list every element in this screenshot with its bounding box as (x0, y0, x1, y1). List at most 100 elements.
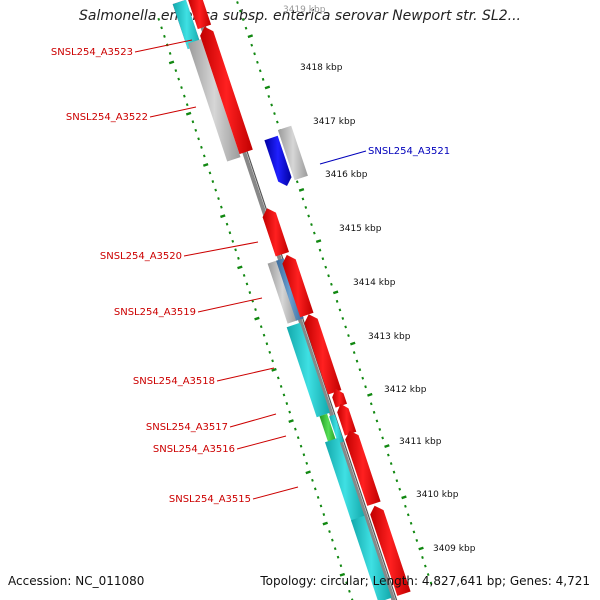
feature-red-top[interactable] (188, 0, 212, 30)
tick-mark (197, 137, 200, 141)
tick-mark (339, 564, 343, 568)
kbp-tick-label: 3409 kbp (433, 544, 476, 554)
tick-mark (304, 205, 308, 209)
gene-label[interactable]: SNSL254_A3519 (114, 307, 196, 318)
tick-mark (355, 359, 359, 363)
feature-cyan-3517[interactable] (329, 414, 344, 444)
gene-label[interactable]: SNSL254_A3516 (153, 444, 235, 455)
tick-mark (231, 239, 235, 243)
gene-label[interactable]: SNSL254_A3523 (51, 47, 133, 58)
tick-mark (259, 325, 263, 329)
kbp-tick-label: 3416 kbp (325, 170, 368, 180)
tick-mark (398, 487, 402, 491)
tick-mark (333, 547, 337, 551)
tick-mark (253, 52, 256, 56)
feature-cyan-top[interactable] (172, 0, 201, 50)
feature-red-3522[interactable] (200, 26, 253, 155)
feature-red-3520[interactable] (262, 208, 289, 257)
gene-label[interactable]: SNSL254_A3522 (66, 112, 148, 123)
tick-mark (273, 112, 276, 115)
tick-mark (335, 299, 339, 303)
feature-red-3517b[interactable] (332, 388, 347, 408)
tick-mark (372, 410, 376, 414)
tick-mark (248, 291, 252, 294)
tick-mark (418, 546, 424, 551)
tick-mark (268, 350, 272, 354)
tick-mark (321, 257, 325, 261)
tick-mark (409, 521, 413, 525)
tick-mark (185, 103, 189, 107)
feature-gray-3521[interactable] (277, 125, 308, 181)
tick-mark (200, 145, 203, 149)
feature-red-3518b[interactable] (304, 314, 342, 395)
tick-mark (234, 248, 237, 252)
kbp-tick-label: 3418 kbp (300, 63, 343, 73)
tick-mark (285, 402, 289, 405)
tick-mark (395, 479, 399, 483)
kbp-tick-label: 3415 kbp (339, 224, 382, 234)
tick-mark (307, 214, 310, 218)
gene-label[interactable]: SNSL254_A3517 (146, 422, 228, 433)
gene-leader-line (183, 241, 259, 257)
tick-mark (244, 26, 248, 30)
tick-mark (318, 248, 322, 252)
tick-mark (276, 120, 279, 124)
tick-mark (378, 427, 382, 431)
feature-red-3515b[interactable] (345, 430, 381, 506)
feature-blue-3521[interactable] (264, 135, 292, 186)
gene-leader-line (236, 435, 287, 450)
gene-label[interactable]: SNSL254_A3521 (368, 146, 450, 157)
outer-tick-ring (236, 1, 433, 585)
feature-red-3516b[interactable] (337, 403, 357, 436)
gene-leader-line (149, 106, 197, 118)
tick-mark (288, 419, 294, 423)
tick-mark (261, 77, 265, 81)
tick-mark (327, 274, 330, 278)
tick-mark (174, 69, 178, 72)
feature-cyan-3515[interactable] (325, 437, 365, 523)
tick-mark (288, 410, 291, 414)
tick-mark (341, 316, 345, 320)
kbp-tick-label: 3413 kbp (368, 332, 411, 342)
tick-mark (271, 367, 277, 372)
tick-mark (296, 436, 300, 440)
feature-cyan-bottom[interactable] (351, 515, 392, 600)
gene-labels: SNSL254_A3523 SNSL254_A3522 SNSL254_A3521 S… (51, 47, 450, 505)
tick-mark (415, 538, 419, 542)
tick-mark (225, 222, 229, 226)
feature-green-3517[interactable] (319, 413, 338, 447)
tick-mark (276, 376, 280, 380)
gene-label[interactable]: SNSL254_A3518 (133, 376, 215, 387)
gene-leader-line (134, 39, 193, 53)
gene-label[interactable]: SNSL254_A3515 (169, 494, 251, 505)
feature-gray-3522[interactable] (187, 39, 241, 162)
tick-mark (267, 94, 271, 98)
gene-label[interactable]: SNSL254_A3520 (100, 251, 182, 262)
tick-mark (375, 419, 379, 423)
tick-mark (180, 86, 183, 90)
feature-red-bottom[interactable] (370, 505, 411, 596)
tick-mark (163, 34, 166, 38)
tick-mark (316, 495, 320, 499)
tick-mark (217, 197, 220, 201)
kbp-tick-labels: 3419 kbp 3418 kbp 3417 kbp 3416 kbp 3415 kbp… (283, 5, 476, 554)
tick-mark (412, 530, 416, 534)
gene-leader-line (197, 297, 263, 313)
gene-leader-line (216, 367, 275, 382)
tick-mark (298, 187, 305, 192)
kbp-tick-label: 3419 kbp (283, 5, 326, 15)
feature-cyan-3518[interactable] (286, 322, 330, 418)
feature-red-3519b[interactable] (282, 254, 314, 318)
tick-mark (339, 572, 346, 577)
kbp-tick-label: 3412 kbp (384, 385, 427, 395)
tick-mark (404, 504, 407, 508)
tick-mark (254, 316, 260, 321)
feature-gray-3519[interactable] (267, 260, 298, 324)
tick-mark (294, 427, 297, 431)
tick-mark (237, 256, 240, 260)
tick-mark (241, 18, 245, 22)
tick-mark (345, 581, 348, 585)
tick-mark (384, 444, 390, 448)
tick-mark (305, 470, 311, 475)
